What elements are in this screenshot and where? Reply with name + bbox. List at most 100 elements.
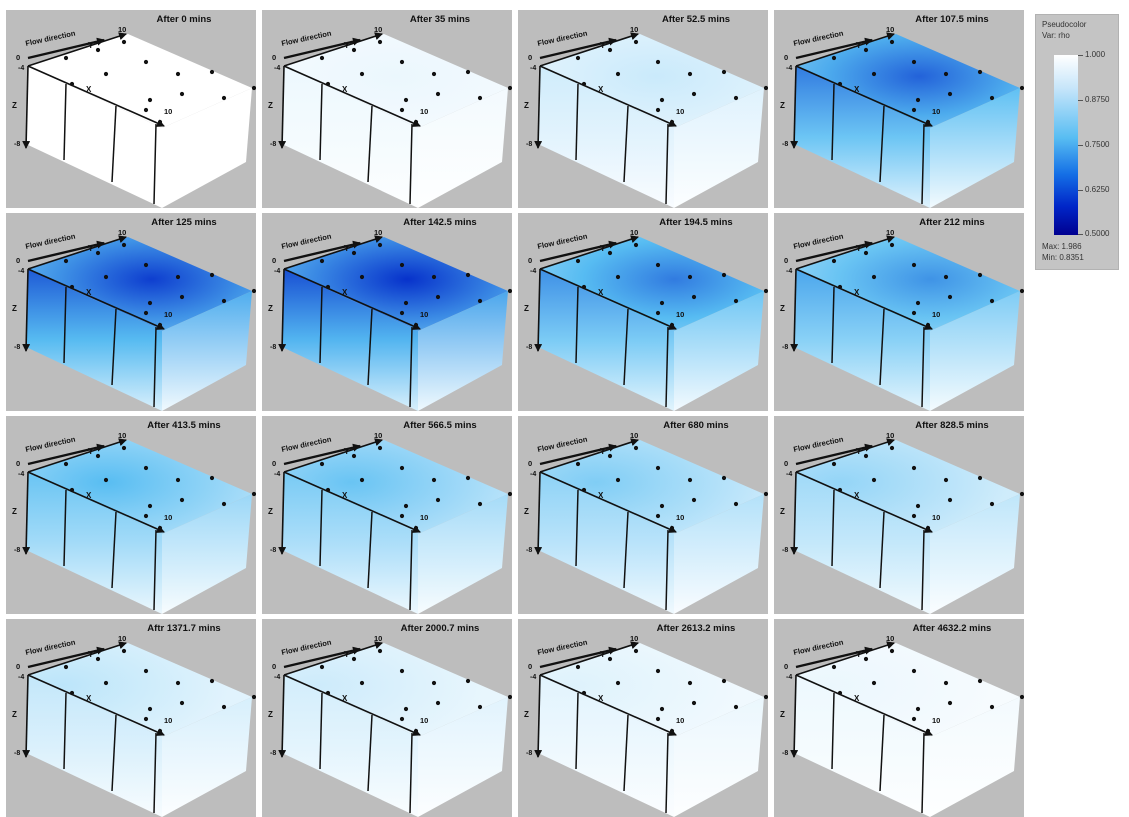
y-axis-label: Y xyxy=(600,244,606,253)
borehole-line xyxy=(921,732,925,814)
electrode-dot xyxy=(251,694,256,700)
borehole-line xyxy=(665,326,669,408)
z-axis-top-label: -4 xyxy=(274,65,280,72)
z-axis-label: Z xyxy=(12,101,17,110)
electrode-dot xyxy=(175,274,181,280)
legend-tick-label: 0.6250 xyxy=(1085,185,1110,194)
electrode-dot xyxy=(655,465,661,471)
electrode-dot xyxy=(863,656,869,662)
y-axis xyxy=(27,641,127,676)
y-axis-end-label: 10 xyxy=(374,25,382,34)
z-axis-top-label: -4 xyxy=(530,674,536,681)
y-axis-end-label: 10 xyxy=(630,634,638,643)
front-face xyxy=(282,675,418,817)
flow-direction-arrow xyxy=(283,37,361,60)
borehole-line xyxy=(63,286,67,364)
y-axis-end-label: 10 xyxy=(118,431,126,440)
electrode-dot xyxy=(615,477,621,483)
flow-direction-arrow xyxy=(539,37,617,60)
x-axis xyxy=(283,471,421,533)
electrode-dot xyxy=(889,39,895,45)
time-slice-panel: After 35 mins Flow direction Y X Z 0 10 10 -4 -8 xyxy=(262,10,512,208)
electrode-dot xyxy=(147,300,153,306)
electrode-dot xyxy=(943,477,949,483)
z-axis-bottom-label: -8 xyxy=(782,547,788,554)
panel-title: After 2000.7 mins xyxy=(401,623,480,634)
z-axis-top-label: -4 xyxy=(18,268,24,275)
flow-direction-arrow xyxy=(795,443,873,466)
flow-direction-arrow xyxy=(283,443,361,466)
origin-label: 0 xyxy=(272,256,276,265)
electrode-dot xyxy=(319,258,325,264)
electrode-dot xyxy=(63,664,69,670)
z-axis-bottom-label: -8 xyxy=(782,344,788,351)
z-axis-top-label: -4 xyxy=(530,65,536,72)
electrode-dot xyxy=(143,716,149,722)
electrode-dot xyxy=(121,445,127,451)
top-face xyxy=(796,34,1020,128)
electrode-dot xyxy=(691,497,697,503)
electrode-dot xyxy=(63,55,69,61)
electrode-dot xyxy=(63,258,69,264)
side-face xyxy=(930,88,1020,208)
z-axis xyxy=(278,65,287,149)
x-axis xyxy=(27,268,165,330)
electrode-dot xyxy=(157,322,163,328)
electrode-dot xyxy=(925,525,931,531)
electrode-dot xyxy=(669,119,675,125)
electrode-dot xyxy=(669,525,675,531)
x-axis-label: X xyxy=(854,85,860,94)
electrode-dot xyxy=(721,69,727,75)
electrode-dot xyxy=(251,85,256,91)
x-axis-end-label: 10 xyxy=(164,513,172,522)
electrode-dot xyxy=(659,706,665,712)
y-axis xyxy=(539,438,639,473)
z-axis-bottom-label: -8 xyxy=(526,547,532,554)
colorbar-legend: Pseudocolor Var: rho 1.000 0.8750 0.7500… xyxy=(1035,14,1119,270)
electrode-dot xyxy=(989,298,995,304)
side-face xyxy=(674,88,764,208)
electrode-dot xyxy=(477,298,483,304)
x-axis-label: X xyxy=(342,85,348,94)
legend-min: Min: 0.8351 xyxy=(1042,253,1084,262)
top-face xyxy=(284,237,508,331)
electrode-dot xyxy=(147,503,153,509)
electrode-dot xyxy=(103,71,109,77)
electrode-dot xyxy=(911,465,917,471)
electrode-dot xyxy=(911,107,917,113)
y-axis xyxy=(283,32,383,67)
x-axis xyxy=(539,471,677,533)
electrode-dot xyxy=(655,262,661,268)
electrode-dot xyxy=(575,461,581,467)
z-axis-label: Z xyxy=(268,304,273,313)
z-axis-top-label: -4 xyxy=(530,471,536,478)
electrode-dot xyxy=(633,445,639,451)
borehole-line xyxy=(879,105,885,183)
z-axis-label: Z xyxy=(780,710,785,719)
electrode-dot xyxy=(655,716,661,722)
electrode-dot xyxy=(103,477,109,483)
y-axis xyxy=(539,32,639,67)
top-face xyxy=(284,34,508,128)
electrode-dot xyxy=(399,716,405,722)
electrode-dot xyxy=(947,497,953,503)
front-face xyxy=(538,675,674,817)
electrode-dot xyxy=(319,664,325,670)
electrode-dot xyxy=(655,513,661,519)
time-slice-panel: After 52.5 mins Flow direction Y X Z 0 10 10 -4-… xyxy=(518,10,768,208)
electrode-dot xyxy=(179,91,185,97)
x-axis-end-label: 10 xyxy=(676,513,684,522)
y-axis xyxy=(539,235,639,270)
top-face xyxy=(540,643,764,737)
front-face xyxy=(538,66,674,208)
time-slice-panel: After 566.5 mins Flow direction Y X Z 0 10 10 -4… xyxy=(262,416,512,614)
front-face xyxy=(794,269,930,411)
electrode-dot xyxy=(403,300,409,306)
electrode-dot xyxy=(733,95,739,101)
time-slice-panel: After 828.5 mins Flow direction Y X Z 0 10 10 -4… xyxy=(774,416,1024,614)
origin-label: 0 xyxy=(16,662,20,671)
electrode-dot xyxy=(69,81,75,87)
